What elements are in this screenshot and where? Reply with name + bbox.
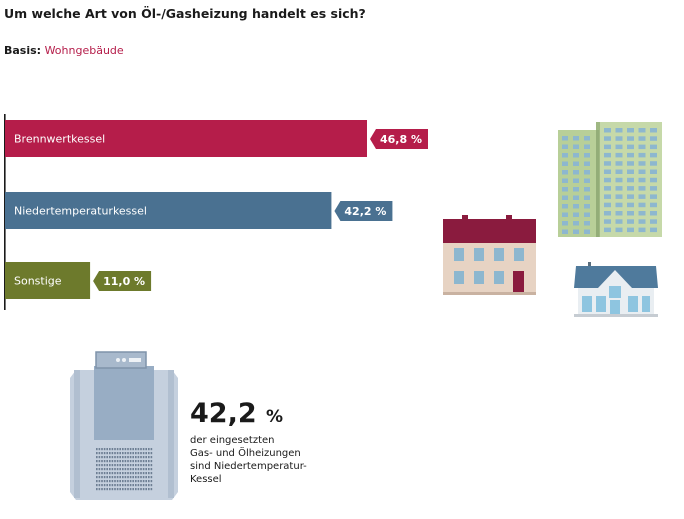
value-label: 42,2 % (344, 205, 386, 218)
apartment-building-icon (443, 215, 536, 295)
basis-line: Basis: Wohngebäude (4, 44, 124, 57)
caption-line: sind Niedertemperatur- (190, 461, 307, 472)
value-label-tag (370, 129, 428, 149)
value-label: 11,0 % (103, 275, 145, 288)
bar (5, 192, 332, 229)
house-icon (574, 262, 658, 317)
highlight-number: 42,2 (190, 398, 257, 429)
value-label-tag (334, 201, 393, 221)
baseline (4, 114, 6, 310)
chart-title: Um welche Art von Öl-/Gasheizung handelt… (4, 6, 366, 21)
highlight-caption: der eingesetzten Gas- und Ölheizungen si… (190, 434, 340, 486)
bar (5, 262, 91, 299)
caption-line: Kessel (190, 474, 222, 485)
category-label: Sonstige (14, 275, 62, 288)
basis-label: Basis: (4, 44, 42, 57)
value-label: 46,8 % (380, 133, 422, 146)
caption-line: Gas- und Ölheizungen (190, 448, 301, 459)
bar (5, 120, 367, 157)
boiler-icon (70, 351, 178, 500)
value-label-tag (93, 271, 152, 291)
basis-value: Wohngebäude (44, 44, 124, 57)
high-rise-building-icon (558, 122, 662, 237)
caption-line: der eingesetzten (190, 435, 275, 446)
category-label: Brennwertkessel (14, 133, 105, 146)
highlight-value: 42,2 % (190, 398, 283, 429)
category-label: Niedertemperaturkessel (14, 205, 147, 218)
bar-chart: Brennwertkessel 46,8 % Niedertemperaturkes… (4, 114, 428, 310)
highlight-unit: % (266, 407, 284, 427)
